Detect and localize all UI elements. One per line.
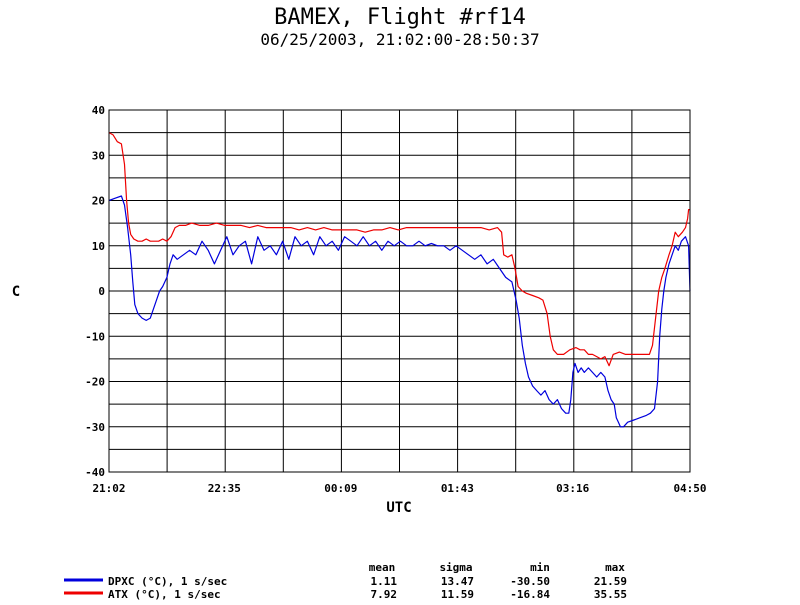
y-tick-label: 10 [92, 240, 105, 253]
stat-min-dpxc: -30.50 [510, 575, 550, 588]
chart-subtitle: 06/25/2003, 21:02:00-28:50:37 [260, 30, 540, 49]
legend-row-dpxc: DPXC (°C), 1 s/sec 1.11 13.47 -30.50 21.… [64, 575, 627, 588]
stat-sigma-dpxc: 13.47 [441, 575, 474, 588]
x-tick-label: 22:35 [208, 482, 241, 495]
y-tick-label: -10 [85, 330, 105, 343]
series-line-dpxc [108, 195, 691, 428]
y-tick-label: -40 [85, 466, 105, 479]
y-tick-label: 20 [92, 195, 105, 208]
y-tick-label: 30 [92, 149, 105, 162]
stat-mean-atx: 7.92 [371, 588, 398, 601]
stats-header: mean sigma min max [369, 561, 626, 574]
y-tick-labels: 40 30 20 10 0 -10 -20 -30 -40 [85, 104, 105, 479]
stat-min-atx: -16.84 [510, 588, 550, 601]
plot-grid [109, 110, 690, 472]
legend-row-atx: ATX (°C), 1 s/sec 7.92 11.59 -16.84 35.5… [64, 588, 627, 601]
stat-max-dpxc: 21.59 [594, 575, 627, 588]
x-axis-label: UTC [386, 500, 411, 516]
stats-header-mean: mean [369, 561, 396, 574]
y-tick-label: -30 [85, 421, 105, 434]
y-tick-label: 40 [92, 104, 105, 117]
legend-label-dpxc: DPXC (°C), 1 s/sec [108, 575, 227, 588]
x-tick-label: 01:43 [441, 482, 474, 495]
x-tick-label: 21:02 [92, 482, 125, 495]
x-tick-label: 04:50 [673, 482, 706, 495]
plot-frame [108, 109, 691, 473]
x-tick-labels: 21:02 22:35 00:09 01:43 03:16 04:50 [92, 482, 706, 495]
series-line-atx [108, 132, 690, 367]
stats-header-max: max [605, 561, 625, 574]
legend-label-atx: ATX (°C), 1 s/sec [108, 588, 221, 601]
chart-title: BAMEX, Flight #rf14 [274, 5, 526, 30]
stat-mean-dpxc: 1.11 [371, 575, 398, 588]
stat-max-atx: 35.55 [594, 588, 627, 601]
stats-header-sigma: sigma [439, 561, 472, 574]
y-tick-label: -20 [85, 376, 105, 389]
series-layer [108, 132, 691, 428]
stats-header-min: min [530, 561, 550, 574]
x-tick-label: 00:09 [324, 482, 357, 495]
x-tick-label: 03:16 [556, 482, 589, 495]
stat-sigma-atx: 11.59 [441, 588, 474, 601]
y-axis-label: C [12, 284, 20, 300]
y-tick-label: 0 [98, 285, 105, 298]
